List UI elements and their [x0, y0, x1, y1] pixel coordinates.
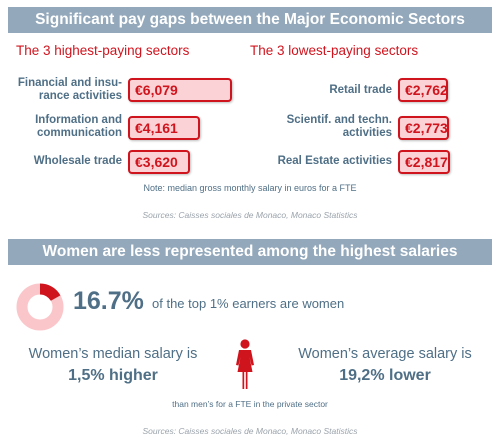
- sector-value-real-estate: €2,817: [398, 150, 450, 174]
- median-salary-value: 1,5% higher: [68, 367, 158, 384]
- source-text-2: Sources: Caisses sociales de Monaco, Mon…: [142, 426, 358, 436]
- lowest-sectors-title: The 3 lowest-paying sectors: [250, 43, 419, 58]
- sector-value-wholesale: €3,620: [128, 150, 190, 174]
- women-share-value: 16.7%: [73, 287, 144, 315]
- sector-label-financial: Financial and insu-rance activities: [17, 77, 122, 102]
- women-share-text: of the top 1% earners are women: [152, 296, 345, 311]
- sector-label-real-estate: Real Estate activities: [277, 154, 392, 167]
- donut-women-share: [16, 283, 64, 331]
- sector-value-scientific: €2,773: [398, 116, 449, 140]
- median-salary-label: Women’s median salary is: [28, 346, 198, 362]
- comparison-footnote: than men’s for a FTE in the private sect…: [172, 399, 328, 409]
- sector-label-wholesale: Wholesale trade: [33, 154, 122, 167]
- salary-note: Note: median gross monthly salary in eur…: [143, 183, 357, 193]
- section-title-pay-gaps: Significant pay gaps between the Major E…: [8, 7, 492, 33]
- sector-label-retail: Retail trade: [329, 83, 392, 96]
- average-salary-label: Women’s average salary is: [298, 346, 472, 362]
- sector-value-information: €4,161: [128, 116, 200, 140]
- source-text-1: Sources: Caisses sociales de Monaco, Mon…: [142, 210, 358, 220]
- donut-chart-icon: [16, 283, 64, 331]
- sector-value-financial: €6,079: [128, 78, 232, 102]
- section-title-women: Women are less represented among the hig…: [8, 239, 492, 265]
- average-salary-value: 19,2% lower: [339, 367, 431, 384]
- woman-icon: [236, 339, 254, 389]
- sector-label-scientific: Scientif. and techn. activities: [286, 114, 392, 139]
- sector-value-retail: €2,762: [398, 78, 448, 102]
- highest-sectors-title: The 3 highest-paying sectors: [16, 43, 190, 58]
- sector-label-information: Information and communication: [35, 114, 122, 139]
